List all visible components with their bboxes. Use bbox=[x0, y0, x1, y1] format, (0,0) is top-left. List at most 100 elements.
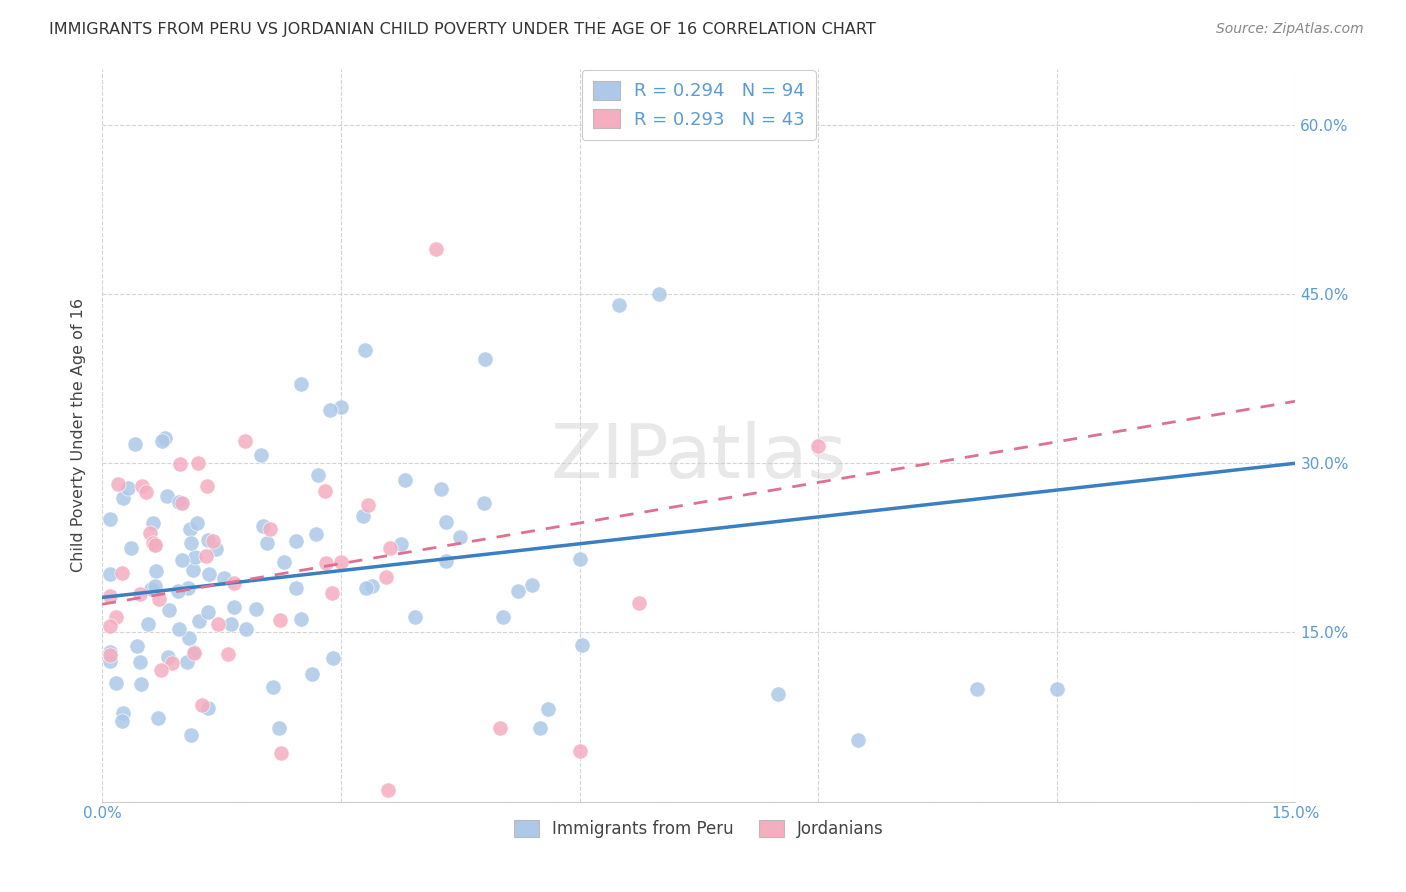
Point bbox=[205, 541, 228, 556]
Point bbox=[125, 639, 148, 653]
Point bbox=[197, 566, 219, 581]
Point bbox=[184, 550, 207, 565]
Point bbox=[150, 663, 173, 677]
Point bbox=[256, 536, 278, 550]
Point bbox=[520, 578, 543, 592]
Point bbox=[529, 721, 551, 735]
Point bbox=[98, 619, 121, 633]
Point bbox=[425, 242, 447, 256]
Point bbox=[138, 617, 160, 632]
Point bbox=[301, 667, 323, 681]
Point bbox=[142, 516, 165, 530]
Point bbox=[112, 491, 135, 506]
Point bbox=[124, 437, 146, 451]
Point bbox=[179, 522, 201, 536]
Point bbox=[285, 581, 308, 595]
Text: IMMIGRANTS FROM PERU VS JORDANIAN CHILD POVERTY UNDER THE AGE OF 16 CORRELATION : IMMIGRANTS FROM PERU VS JORDANIAN CHILD … bbox=[49, 22, 876, 37]
Point bbox=[966, 681, 988, 696]
Point bbox=[474, 352, 496, 367]
Point bbox=[389, 536, 412, 550]
Point bbox=[138, 525, 160, 540]
Point bbox=[269, 722, 291, 736]
Point bbox=[181, 563, 204, 577]
Point bbox=[128, 655, 150, 669]
Y-axis label: Child Poverty Under the Age of 16: Child Poverty Under the Age of 16 bbox=[72, 298, 86, 572]
Point bbox=[212, 571, 235, 585]
Point bbox=[249, 448, 271, 462]
Point bbox=[305, 527, 328, 541]
Point bbox=[394, 473, 416, 487]
Point bbox=[434, 515, 457, 529]
Point bbox=[107, 476, 129, 491]
Point bbox=[156, 490, 179, 504]
Point bbox=[568, 552, 591, 566]
Point bbox=[252, 519, 274, 533]
Point bbox=[329, 400, 352, 414]
Point bbox=[143, 538, 166, 552]
Point bbox=[846, 732, 869, 747]
Point bbox=[120, 541, 142, 556]
Point bbox=[197, 605, 219, 619]
Point bbox=[270, 746, 292, 760]
Point bbox=[259, 522, 281, 536]
Point bbox=[235, 434, 257, 448]
Point bbox=[98, 654, 121, 668]
Point bbox=[245, 602, 267, 616]
Point bbox=[377, 783, 399, 797]
Point bbox=[105, 675, 128, 690]
Point bbox=[180, 728, 202, 742]
Point bbox=[378, 541, 401, 555]
Point bbox=[768, 688, 790, 702]
Point bbox=[648, 287, 671, 301]
Point bbox=[131, 479, 153, 493]
Point bbox=[187, 456, 209, 470]
Point bbox=[98, 589, 121, 603]
Point bbox=[169, 457, 191, 471]
Point bbox=[321, 586, 343, 600]
Point bbox=[139, 582, 162, 596]
Point bbox=[157, 650, 180, 665]
Point bbox=[273, 555, 295, 569]
Point bbox=[430, 483, 453, 497]
Point bbox=[180, 536, 202, 550]
Point bbox=[167, 494, 190, 508]
Point bbox=[807, 439, 830, 453]
Point bbox=[449, 530, 471, 544]
Point bbox=[117, 481, 139, 495]
Point bbox=[207, 617, 229, 632]
Point bbox=[222, 600, 245, 615]
Point bbox=[145, 565, 167, 579]
Point bbox=[142, 536, 165, 550]
Point bbox=[177, 631, 200, 645]
Point bbox=[104, 610, 127, 624]
Point bbox=[472, 496, 495, 510]
Point bbox=[434, 554, 457, 568]
Point bbox=[183, 646, 205, 660]
Point bbox=[330, 555, 353, 569]
Point bbox=[197, 701, 219, 715]
Point bbox=[314, 484, 336, 499]
Point bbox=[315, 557, 337, 571]
Point bbox=[148, 591, 170, 606]
Point bbox=[191, 698, 214, 713]
Point bbox=[98, 645, 121, 659]
Point bbox=[361, 579, 384, 593]
Point bbox=[284, 533, 307, 548]
Point bbox=[357, 498, 380, 512]
Point bbox=[197, 533, 219, 547]
Point bbox=[186, 516, 208, 531]
Point bbox=[183, 645, 205, 659]
Point bbox=[290, 377, 312, 392]
Point bbox=[217, 647, 239, 661]
Point bbox=[607, 298, 630, 312]
Point bbox=[170, 553, 193, 567]
Point bbox=[177, 581, 200, 595]
Point bbox=[224, 575, 246, 590]
Point bbox=[160, 657, 183, 671]
Text: Source: ZipAtlas.com: Source: ZipAtlas.com bbox=[1216, 22, 1364, 37]
Point bbox=[492, 610, 515, 624]
Point bbox=[194, 549, 217, 563]
Point bbox=[290, 612, 312, 626]
Point bbox=[143, 538, 166, 552]
Legend: Immigrants from Peru, Jordanians: Immigrants from Peru, Jordanians bbox=[508, 813, 890, 845]
